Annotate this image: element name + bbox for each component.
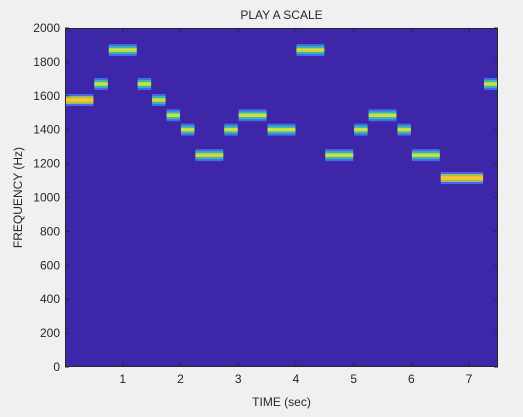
note-band — [296, 44, 325, 57]
y-axis-label: FREQUENCY (Hz) — [11, 147, 25, 248]
note-core — [354, 127, 368, 132]
y-tick-label: 1000 — [33, 191, 60, 205]
x-axis-label: TIME (sec) — [252, 395, 311, 409]
note-core — [224, 127, 238, 132]
note-band — [354, 123, 368, 136]
note-core — [152, 98, 166, 102]
note-band — [180, 123, 195, 136]
note-band — [108, 44, 137, 57]
note-band — [238, 109, 267, 122]
y-tick-label: 400 — [40, 292, 60, 306]
note-band — [325, 149, 354, 162]
y-tick-label: 800 — [40, 224, 60, 238]
note-core — [137, 82, 152, 86]
note-band — [94, 77, 108, 90]
note-core — [166, 113, 180, 118]
y-tick-label: 2000 — [33, 21, 60, 35]
y-tick-label: 200 — [40, 326, 60, 340]
note-band — [166, 109, 180, 122]
note-band — [267, 123, 296, 136]
x-tick-label: 6 — [408, 372, 415, 386]
y-tick-label: 0 — [53, 360, 60, 374]
note-band — [65, 94, 94, 107]
note-band — [224, 123, 238, 136]
note-core — [238, 113, 267, 118]
note-band — [368, 109, 397, 122]
note-core — [484, 82, 498, 86]
x-tick-label: 2 — [177, 372, 184, 386]
note-band — [440, 172, 484, 185]
y-tick-label: 1400 — [33, 123, 60, 137]
note-band — [411, 149, 440, 162]
note-core — [94, 82, 108, 86]
note-band — [397, 123, 411, 136]
note-core — [411, 153, 440, 157]
plot-area — [65, 28, 498, 367]
x-tick-label: 1 — [119, 372, 126, 386]
note-core — [440, 176, 484, 180]
x-tick-label: 5 — [350, 372, 357, 386]
note-core — [180, 127, 195, 132]
x-axis: 1 2 3 4 5 6 7 — [119, 28, 473, 386]
x-tick-label: 7 — [466, 372, 473, 386]
note-core — [65, 98, 94, 102]
notes-layer — [65, 44, 498, 185]
x-tick-label: 4 — [293, 372, 300, 386]
note-band — [484, 77, 498, 90]
y-axis: 0 200 400 600 800 1000 1200 1400 1600 1800 2000 — [33, 21, 498, 374]
note-band — [195, 149, 224, 162]
note-core — [108, 48, 137, 52]
y-tick-label: 1200 — [33, 157, 60, 171]
x-tick-label: 3 — [235, 372, 242, 386]
y-tick-label: 600 — [40, 258, 60, 272]
note-core — [267, 127, 296, 132]
note-band — [152, 94, 166, 107]
note-band — [137, 77, 152, 90]
y-tick-label: 1600 — [33, 89, 60, 103]
note-core — [325, 153, 354, 157]
chart-title: PLAY A SCALE — [240, 8, 322, 22]
note-core — [368, 113, 397, 118]
note-core — [195, 153, 224, 157]
y-tick-label: 1800 — [33, 55, 60, 69]
note-core — [397, 127, 411, 132]
note-core — [296, 48, 325, 52]
